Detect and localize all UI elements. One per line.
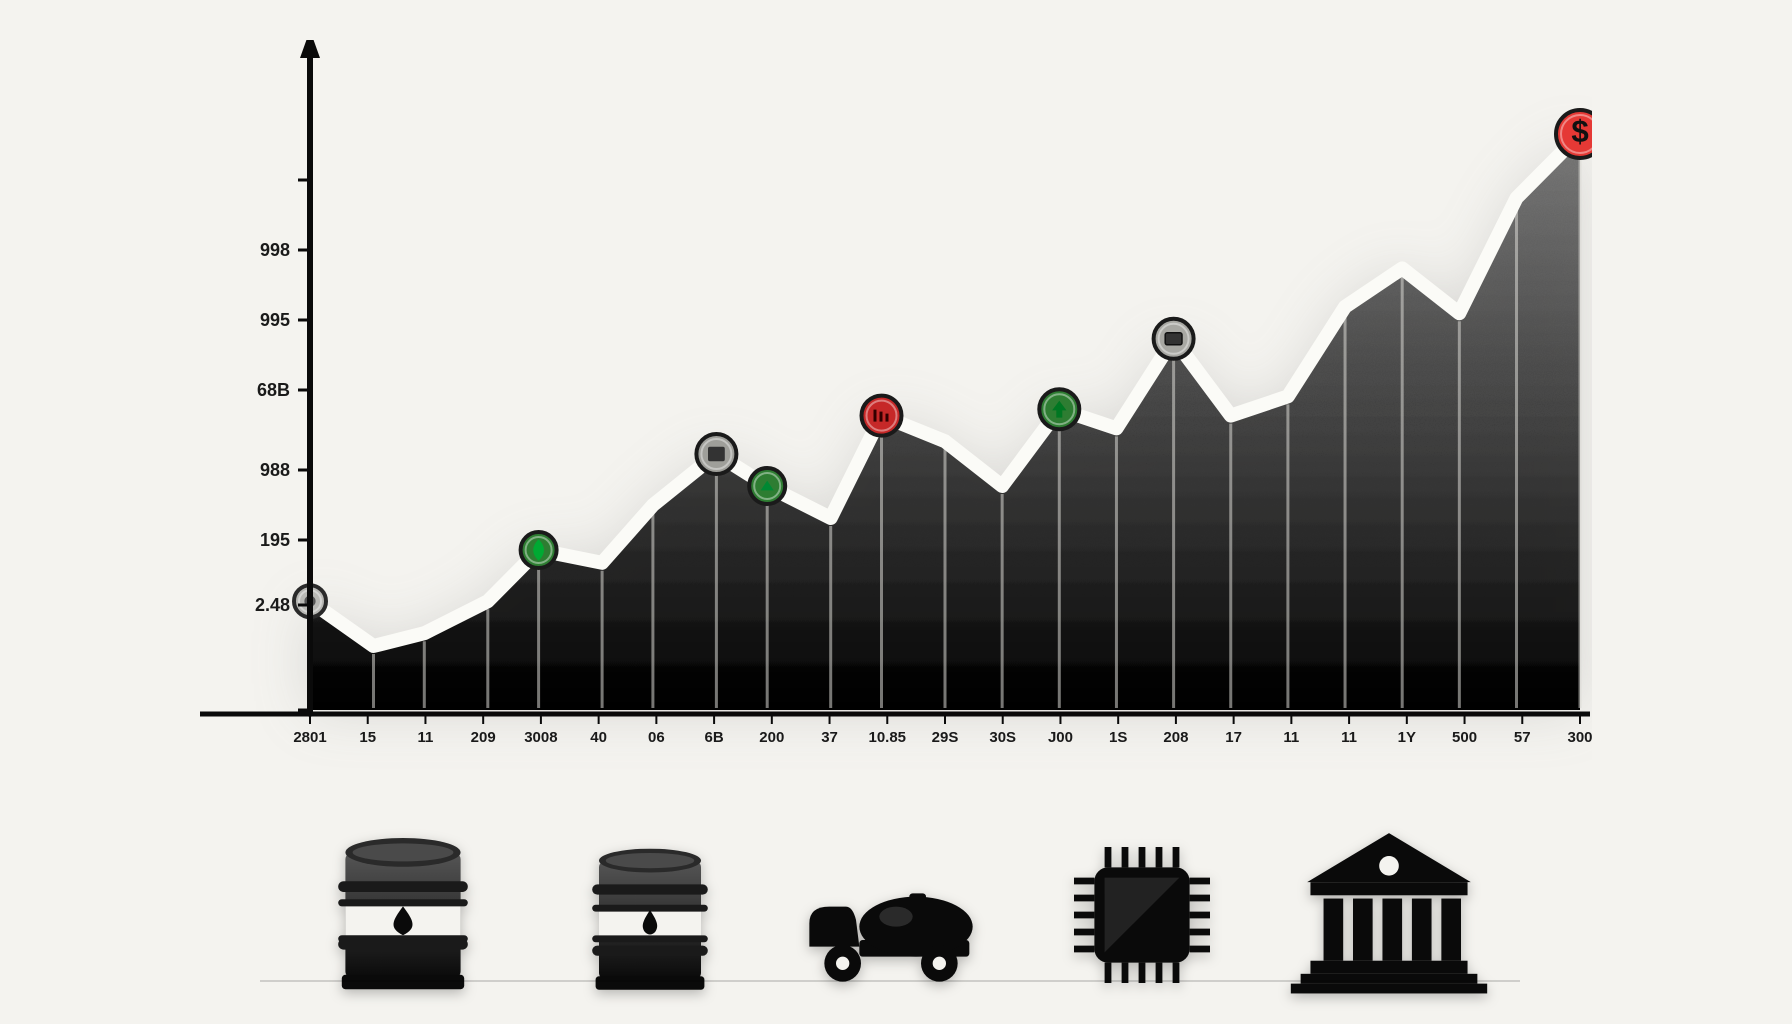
- svg-text:2.48: 2.48: [255, 595, 290, 615]
- svg-text:195: 195: [260, 530, 290, 550]
- growth-chart: $2.48 195 988 68B 995 998 2801 15 11 209 3008 40 06 6…: [200, 40, 1592, 780]
- svg-text:17: 17: [1225, 729, 1242, 746]
- svg-text:$: $: [1571, 114, 1588, 149]
- svg-text:15: 15: [359, 729, 376, 746]
- svg-text:57: 57: [1514, 729, 1531, 746]
- oil-barrel-flame-icon: [526, 820, 772, 1000]
- microchip-icon: [1019, 820, 1265, 1000]
- svg-text:11: 11: [1283, 729, 1299, 746]
- svg-text:37: 37: [821, 729, 838, 746]
- svg-text:200: 200: [759, 729, 784, 746]
- chart-svg: $2.48 195 988 68B 995 998 2801 15 11 209 3008 40 06 6…: [200, 40, 1592, 780]
- svg-text:1S: 1S: [1109, 729, 1127, 746]
- infographic-canvas: $2.48 195 988 68B 995 998 2801 15 11 209 3008 40 06 6…: [0, 0, 1792, 1024]
- ground-line: [260, 980, 1520, 982]
- oil-barrel-drop-icon: [280, 820, 526, 1000]
- tanker-truck-icon: [773, 820, 1019, 1000]
- svg-text:3008: 3008: [524, 729, 557, 746]
- svg-text:06: 06: [648, 729, 665, 746]
- svg-text:2801: 2801: [293, 729, 326, 746]
- category-icons-row: [280, 800, 1512, 1000]
- svg-text:J00: J00: [1048, 729, 1073, 746]
- svg-text:998: 998: [260, 240, 290, 260]
- svg-text:11: 11: [1341, 729, 1357, 746]
- svg-text:500: 500: [1452, 729, 1477, 746]
- svg-text:10.85: 10.85: [868, 729, 906, 746]
- svg-text:208: 208: [1163, 729, 1188, 746]
- svg-text:988: 988: [260, 460, 290, 480]
- svg-text:68B: 68B: [257, 380, 290, 400]
- bank-building-icon: [1266, 820, 1512, 1000]
- svg-text:29S: 29S: [932, 729, 959, 746]
- svg-text:30S: 30S: [989, 729, 1016, 746]
- svg-text:11: 11: [418, 729, 434, 746]
- svg-text:209: 209: [471, 729, 496, 746]
- svg-text:40: 40: [590, 729, 607, 746]
- svg-text:300: 300: [1567, 729, 1592, 746]
- svg-text:6B: 6B: [704, 729, 723, 746]
- svg-text:1Y: 1Y: [1398, 729, 1416, 746]
- svg-text:995: 995: [260, 310, 290, 330]
